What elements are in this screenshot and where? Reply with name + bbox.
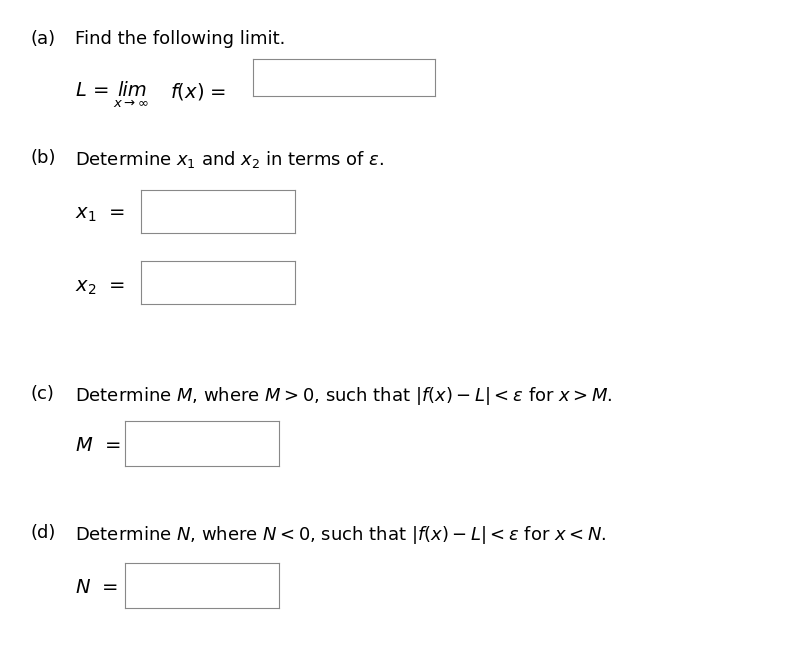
Text: lim: lim: [117, 81, 147, 100]
Text: (a): (a): [30, 30, 55, 48]
Text: $L$ =: $L$ =: [75, 81, 111, 100]
Text: $M$  =: $M$ =: [75, 436, 121, 455]
Text: Determine $N$, where $N < 0$, such that $|f(x) - L| < \varepsilon$ for $x < N$.: Determine $N$, where $N < 0$, such that …: [75, 524, 607, 545]
Text: Find the following limit.: Find the following limit.: [75, 30, 285, 48]
Text: $N$  =: $N$ =: [75, 578, 118, 598]
Text: $x_1$  =: $x_1$ =: [75, 205, 125, 224]
Text: Determine $x_1$ and $x_2$ in terms of $\varepsilon$.: Determine $x_1$ and $x_2$ in terms of $\…: [75, 149, 385, 170]
Text: Determine $M$, where $M > 0$, such that $|f(x) - L| < \varepsilon$ for $x > M$.: Determine $M$, where $M > 0$, such that …: [75, 385, 612, 407]
Text: (b): (b): [30, 149, 55, 167]
Text: (d): (d): [30, 524, 55, 541]
Text: $x_2$  =: $x_2$ =: [75, 278, 125, 297]
Text: $x \to \infty$: $x \to \infty$: [113, 97, 149, 110]
Text: (c): (c): [30, 385, 54, 403]
Text: $f(x)$ =: $f(x)$ =: [170, 81, 226, 102]
